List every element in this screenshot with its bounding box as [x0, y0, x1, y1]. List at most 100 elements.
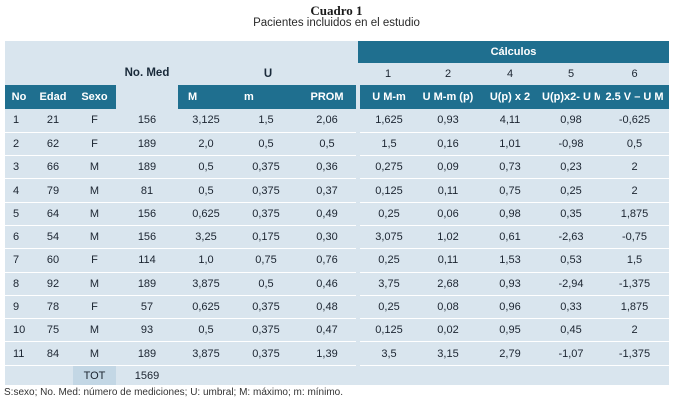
table-cell: 2 [5, 132, 33, 157]
table-row: 10 75 M 93 0,5 0,375 0,47 0,125 0,02 0,95 0,45 2 [5, 318, 669, 343]
table-row: 11 84 M 189 3,875 0,375 1,39 3,5 3,15 2,79 -1,07 -1… [5, 341, 669, 366]
table-cell: 0,96 [478, 295, 542, 320]
table-cell: 0,375 [234, 341, 298, 366]
table-cell: 7 [5, 248, 33, 273]
table-cell: 6 [5, 225, 33, 250]
total-row: TOT 1569 [5, 365, 669, 386]
table-cell: 0,02 [418, 318, 478, 343]
table-cell: 62 [33, 132, 73, 157]
table-cell: 0,5 [178, 155, 234, 180]
table-cell: F [73, 132, 116, 157]
calc-num-1: 1 [358, 63, 418, 85]
table-cell: 3,075 [356, 225, 418, 250]
table-row: 9 78 F 57 0,625 0,375 0,48 0,25 0,08 0,96 0,33 1,87… [5, 295, 669, 320]
sexo-header: Sexo [73, 85, 116, 109]
table-cell: 0,98 [478, 202, 542, 226]
table-cell: 189 [116, 132, 178, 157]
table-cell: 2 [600, 318, 669, 343]
table-cell: 156 [116, 202, 178, 226]
table-subtitle: Pacientes incluidos en el estudio [253, 17, 420, 29]
table-cell: 2,06 [298, 109, 358, 133]
table-cell: 0,30 [298, 225, 358, 250]
table-cell: 0,75 [234, 248, 298, 273]
table-cell: 0,95 [478, 318, 542, 343]
table-row: 3 66 M 189 0,5 0,375 0,36 0,275 0,09 0,73 0,23 2 [5, 155, 669, 180]
calc-4-header: U(p) x 2 [478, 85, 542, 109]
table-row: 6 54 M 156 3,25 0,175 0,30 3,075 1,02 0,61 -2,63 -0… [5, 225, 669, 250]
table-cell: -1,07 [542, 341, 600, 366]
table-cell: M [73, 318, 116, 343]
table-footnote: S:sexo; No. Med: número de mediciones; U… [4, 387, 343, 398]
table-cell: 4,11 [478, 109, 542, 133]
table-cell: 1,5 [356, 132, 418, 157]
table-cell: 1,01 [478, 132, 542, 157]
table-cell: 2,0 [178, 132, 234, 157]
calc-num-5: 5 [542, 63, 600, 85]
table-cell: -1,375 [600, 272, 669, 296]
table-cell: 0,93 [478, 272, 542, 296]
header-row-2: No. Med U 1 2 4 5 6 [5, 63, 669, 109]
table-cell: 0,11 [418, 248, 478, 273]
no-med-header: No. Med [116, 63, 178, 109]
table-cell: -0,75 [600, 225, 669, 250]
table-cell: 1,875 [600, 295, 669, 320]
table-cell: 1,0 [178, 248, 234, 273]
table-cell: 0,93 [418, 109, 478, 133]
table-row: 1 21 F 156 3,125 1,5 2,06 1,625 0,93 4,11 0,98 -0,6… [5, 109, 669, 133]
table-cell: 3 [5, 155, 33, 180]
table-cell: 1,02 [418, 225, 478, 250]
table-cell: F [73, 109, 116, 133]
table-row: 5 64 M 156 0,625 0,375 0,49 0,25 0,06 0,98 0,35 1,8… [5, 202, 669, 226]
table-cell: 0,375 [234, 178, 298, 203]
table-row: 8 92 M 189 3,875 0,5 0,46 3,75 2,68 0,93 -2,94 -1,3… [5, 272, 669, 296]
table-cell: 10 [5, 318, 33, 343]
u-min-header: m [234, 85, 298, 109]
total-label: TOT [73, 365, 116, 386]
table-cell: 9 [5, 295, 33, 320]
table-cell: 3,75 [356, 272, 418, 296]
table-cell: 0,25 [356, 202, 418, 226]
table-cell: 4 [5, 178, 33, 203]
table-cell: 0,23 [542, 155, 600, 180]
table-cell: 0,37 [298, 178, 358, 203]
table-cell: -0,98 [542, 132, 600, 157]
u-prom-header: PROM [298, 85, 358, 109]
table-cell: 0,08 [418, 295, 478, 320]
table-cell: 2,68 [418, 272, 478, 296]
table-cell: 0,5 [178, 318, 234, 343]
table-cell: 21 [33, 109, 73, 133]
table-cell: 66 [33, 155, 73, 180]
table-cell: 1 [5, 109, 33, 133]
table-cell: 0,48 [298, 295, 358, 320]
table-cell: 3,125 [178, 109, 234, 133]
table-cell: 0,61 [478, 225, 542, 250]
table-cell: 3,5 [356, 341, 418, 366]
table-cell: M [73, 341, 116, 366]
table-row: 2 62 F 189 2,0 0,5 0,5 1,5 0,16 1,01 -0,98 0,5 [5, 132, 669, 157]
table-cell: 0,73 [478, 155, 542, 180]
no-header: No [5, 85, 33, 109]
u-header: U [178, 63, 358, 85]
table-cell: 3,875 [178, 341, 234, 366]
table-cell: 0,76 [298, 248, 358, 273]
table-cell: 5 [5, 202, 33, 226]
table-cell: 75 [33, 318, 73, 343]
table-cell: 2 [600, 155, 669, 180]
table-cell: 3,15 [418, 341, 478, 366]
table-cell: 64 [33, 202, 73, 226]
table-cell: 0,33 [542, 295, 600, 320]
table-cell: 189 [116, 341, 178, 366]
table-cell: 0,75 [478, 178, 542, 203]
table-cell: 0,35 [542, 202, 600, 226]
table-cell: 0,275 [356, 155, 418, 180]
table-cell: 189 [116, 155, 178, 180]
table-cell: 11 [5, 341, 33, 366]
table-cell: 0,5 [298, 132, 358, 157]
table-cell: 0,46 [298, 272, 358, 296]
table-cell: -2,63 [542, 225, 600, 250]
table-cell: 156 [116, 109, 178, 133]
table-title: Cuadro 1 [310, 3, 363, 18]
table-cell: 93 [116, 318, 178, 343]
table-cell: 0,45 [542, 318, 600, 343]
total-value: 1569 [116, 365, 178, 386]
